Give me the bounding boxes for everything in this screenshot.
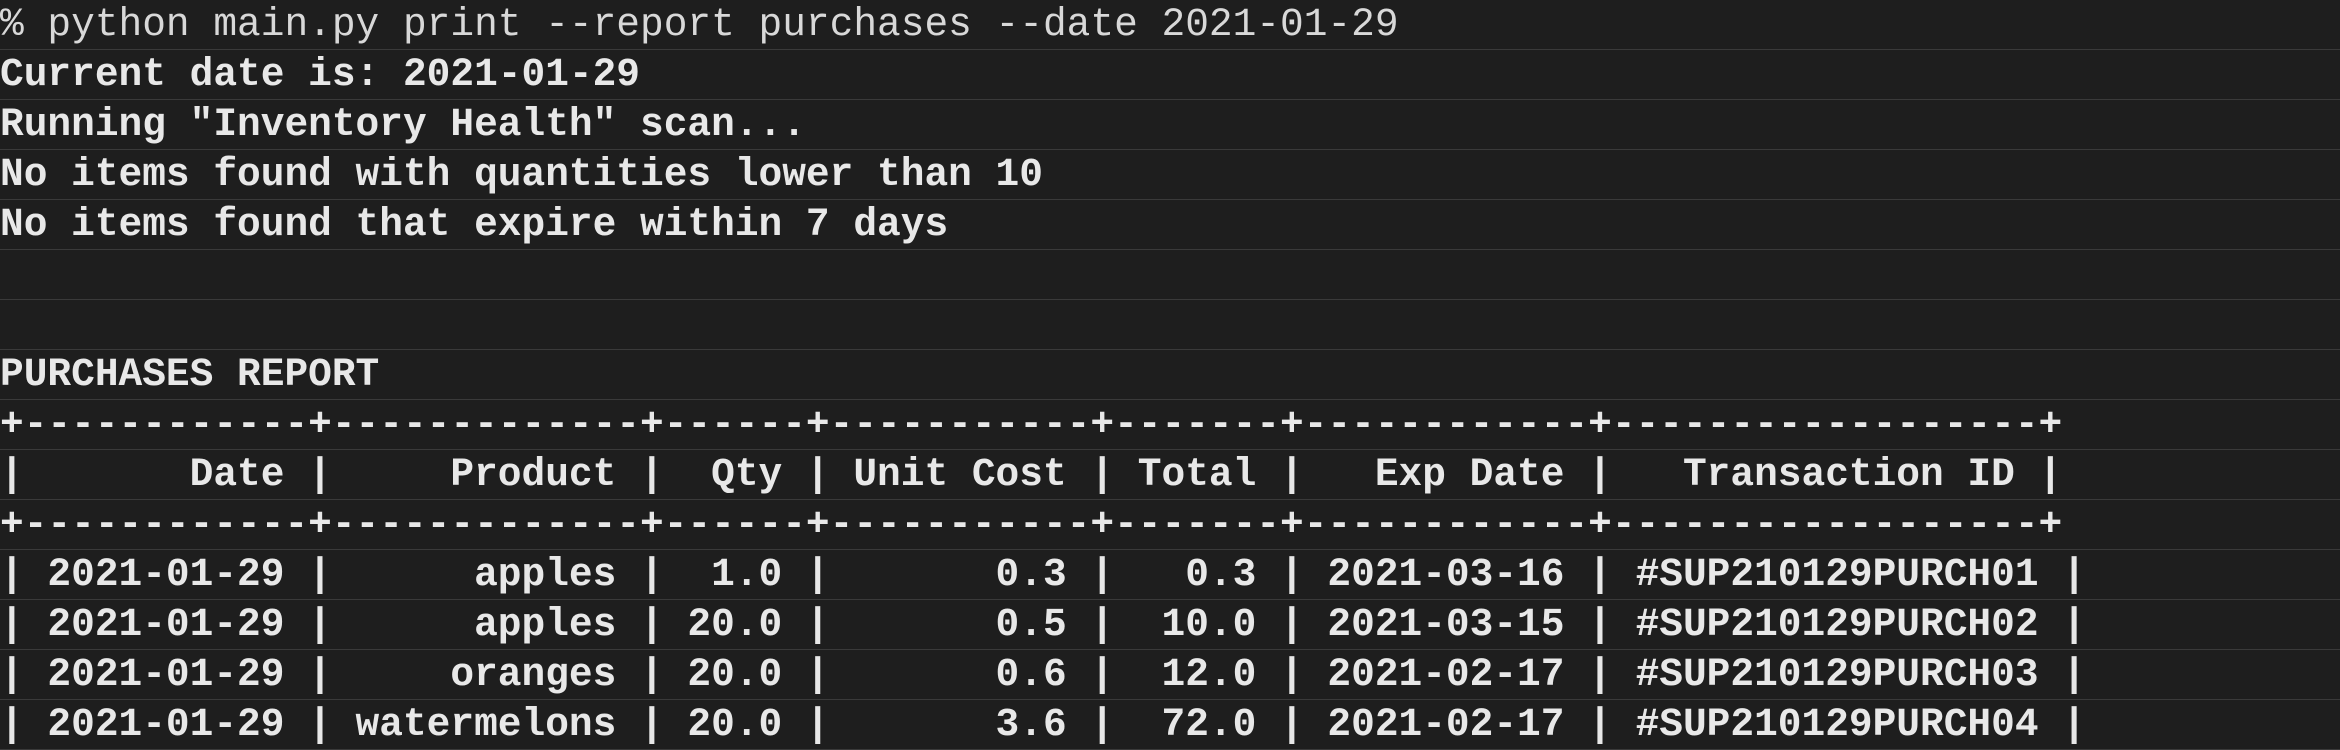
output-line-low-quantity: No items found with quantities lower tha… [0, 150, 2340, 200]
table-border-middle: +------------+-------------+------+-----… [0, 500, 2340, 550]
output-line-running-scan: Running "Inventory Health" scan... [0, 100, 2340, 150]
output-line-blank [0, 250, 2340, 300]
table-row: | 2021-01-29 | oranges | 20.0 | 0.6 | 12… [0, 650, 2340, 700]
output-line-blank [0, 300, 2340, 350]
table-border-top: +------------+-------------+------+-----… [0, 400, 2340, 450]
report-title: PURCHASES REPORT [0, 350, 2340, 400]
output-line-current-date: Current date is: 2021-01-29 [0, 50, 2340, 100]
table-row: | 2021-01-29 | apples | 1.0 | 0.3 | 0.3 … [0, 550, 2340, 600]
table-header-row: | Date | Product | Qty | Unit Cost | Tot… [0, 450, 2340, 500]
command-line: % python main.py print --report purchase… [0, 0, 2340, 50]
table-row: | 2021-01-29 | apples | 20.0 | 0.5 | 10.… [0, 600, 2340, 650]
table-row: | 2021-01-29 | watermelons | 20.0 | 3.6 … [0, 700, 2340, 750]
output-line-expiring: No items found that expire within 7 days [0, 200, 2340, 250]
